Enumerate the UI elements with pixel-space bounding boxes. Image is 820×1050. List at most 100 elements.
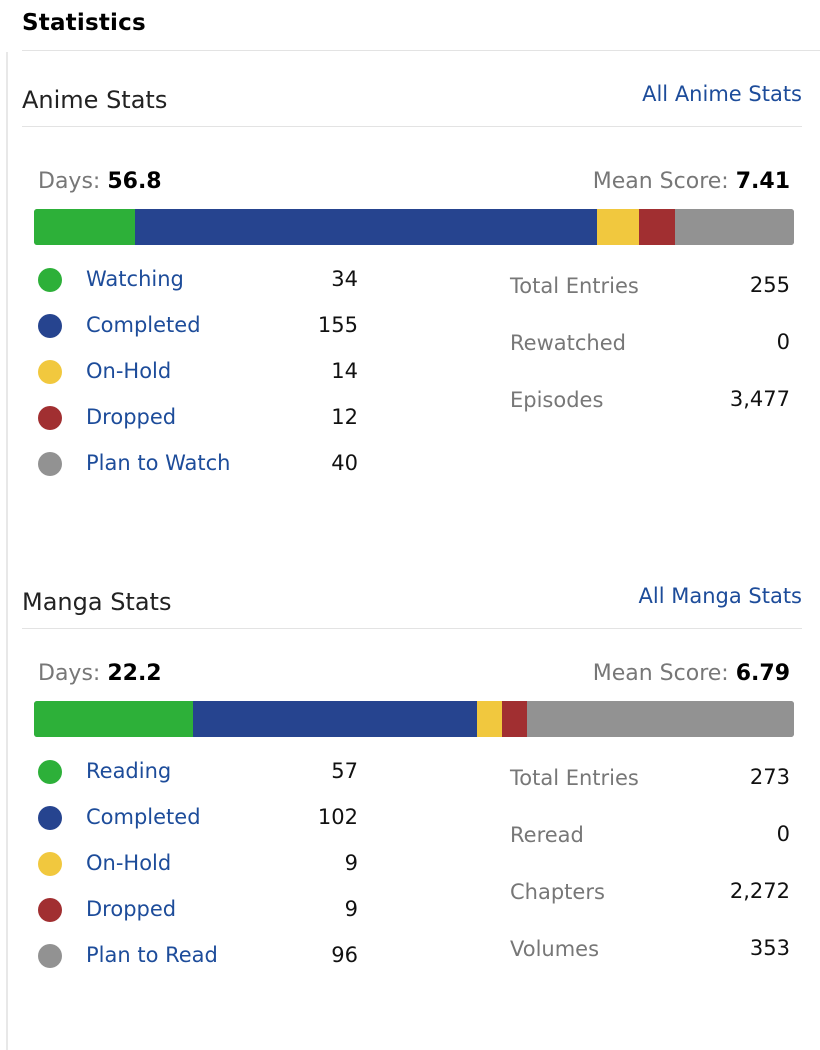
all-manga-stats-link[interactable]: All Manga Stats [638,584,803,608]
anime-status-dot-plan-to-watch [38,452,62,476]
anime-status-dot-watching [38,268,62,292]
anime-mean-label: Mean Score: [592,169,729,194]
manga-summary: Days: 22.2 Mean Score: 6.79 [22,661,802,701]
anime-status-row-on-hold: On-Hold 14 [38,349,358,395]
anime-total-label-rewatched: Rewatched [510,331,626,355]
manga-days-label: Days: [38,661,101,686]
anime-status-dot-completed [38,314,62,338]
anime-total-label-total-entries: Total Entries [510,274,639,298]
manga-stats-section: Manga Stats All Manga Stats Days: 22.2 M… [22,576,802,968]
manga-status-count-plan-to-read: 96 [331,943,358,967]
manga-mean-score: Mean Score: 6.79 [593,661,790,686]
page-title: Statistics [22,10,146,36]
manga-status-row-plan-to-read: Plan to Read 96 [38,933,358,979]
manga-status-dot-on-hold [38,852,62,876]
manga-status-row-completed: Completed 102 [38,795,358,841]
anime-status-row-dropped: Dropped 12 [38,395,358,441]
anime-status-link-watching[interactable]: Watching [86,267,184,291]
anime-total-value-rewatched: 0 [776,330,790,354]
manga-days: Days: 22.2 [38,661,162,686]
manga-total-value-total-entries: 273 [749,765,790,789]
anime-status-row-completed: Completed 155 [38,303,358,349]
manga-status-count-completed: 102 [317,805,358,829]
manga-status-count-dropped: 9 [344,897,358,921]
manga-status-row-reading: Reading 57 [38,749,358,795]
anime-status-count-plan-to-watch: 40 [331,451,358,475]
manga-total-label-total-entries: Total Entries [510,766,639,790]
anime-stats-header: Anime Stats All Anime Stats [22,74,802,127]
anime-status-link-plan-to-watch[interactable]: Plan to Watch [86,451,231,475]
manga-bar-segment-dropped [501,701,527,737]
manga-totals: Total Entries 273 Reread 0 Chapters 2,272 Volu… [510,749,790,977]
manga-bar-segment-on-hold [476,701,502,737]
manga-status-count-on-hold: 9 [344,851,358,875]
manga-stats-header: Manga Stats All Manga Stats [22,576,802,629]
manga-status-count-reading: 57 [331,759,358,783]
manga-status-link-reading[interactable]: Reading [86,759,172,783]
manga-total-label-volumes: Volumes [510,937,600,961]
anime-status-row-plan-to-watch: Plan to Watch 40 [38,441,358,487]
manga-status-dot-completed [38,806,62,830]
manga-status-dot-reading [38,760,62,784]
manga-status-list: Reading 57 Completed 102 On-Hold 9 Dropped 9 Pla… [38,749,358,979]
anime-days: Days: 56.8 [38,169,162,194]
anime-bar-segment-watching [34,209,136,245]
manga-total-row-reread: Reread 0 [510,806,790,863]
anime-days-label: Days: [38,169,101,194]
manga-total-value-volumes: 353 [749,936,790,960]
anime-total-row-rewatched: Rewatched 0 [510,314,790,371]
manga-status-link-plan-to-read[interactable]: Plan to Read [86,943,218,967]
anime-status-dot-on-hold [38,360,62,384]
anime-status-dot-dropped [38,406,62,430]
anime-days-value: 56.8 [107,169,162,194]
manga-status-row-dropped: Dropped 9 [38,887,358,933]
manga-status-link-completed[interactable]: Completed [86,805,201,829]
anime-stats-section: Anime Stats All Anime Stats Days: 56.8 M… [22,74,802,476]
panel-left-border [6,52,8,1050]
manga-bar-segment-plan-to-read [526,701,794,737]
anime-total-row-episodes: Episodes 3,477 [510,371,790,428]
manga-stats-title: Manga Stats [22,588,172,616]
manga-status-link-dropped[interactable]: Dropped [86,897,177,921]
manga-total-row-chapters: Chapters 2,272 [510,863,790,920]
manga-mean-label: Mean Score: [592,661,729,686]
anime-summary: Days: 56.8 Mean Score: 7.41 [22,169,802,209]
anime-status-link-dropped[interactable]: Dropped [86,405,177,429]
anime-bar-segment-dropped [639,209,675,245]
manga-status-dot-dropped [38,898,62,922]
anime-total-label-episodes: Episodes [510,388,604,412]
manga-total-row-total-entries: Total Entries 273 [510,749,790,806]
manga-bar-segment-completed [192,701,477,737]
anime-status-link-completed[interactable]: Completed [86,313,201,337]
manga-mean-value: 6.79 [735,661,790,686]
anime-status-count-on-hold: 14 [331,359,358,383]
anime-bar-segment-on-hold [597,209,639,245]
manga-status-dot-plan-to-read [38,944,62,968]
anime-status-count-dropped: 12 [331,405,358,429]
all-anime-stats-link[interactable]: All Anime Stats [642,82,802,106]
manga-status-row-on-hold: On-Hold 9 [38,841,358,887]
manga-status-bar [34,701,794,737]
anime-status-link-on-hold[interactable]: On-Hold [86,359,172,383]
anime-stats-title: Anime Stats [22,86,168,114]
anime-total-value-episodes: 3,477 [729,387,790,411]
anime-status-list: Watching 34 Completed 155 On-Hold 14 Dropped 12… [38,257,358,487]
anime-status-row-watching: Watching 34 [38,257,358,303]
anime-bar-segment-plan-to-watch [674,209,794,245]
anime-bar-segment-completed [135,209,598,245]
manga-total-value-chapters: 2,272 [729,879,790,903]
anime-total-row-total-entries: Total Entries 255 [510,257,790,314]
manga-status-link-on-hold[interactable]: On-Hold [86,851,172,875]
manga-days-value: 22.2 [107,661,162,686]
manga-total-label-chapters: Chapters [510,880,605,904]
manga-bar-segment-reading [34,701,193,737]
manga-total-label-reread: Reread [510,823,584,847]
anime-mean-score: Mean Score: 7.41 [593,169,790,194]
manga-total-row-volumes: Volumes 353 [510,920,790,977]
anime-status-count-completed: 155 [317,313,358,337]
title-divider [22,50,820,51]
anime-total-value-total-entries: 255 [749,273,790,297]
anime-status-bar [34,209,794,245]
manga-total-value-reread: 0 [776,822,790,846]
anime-mean-value: 7.41 [735,169,790,194]
